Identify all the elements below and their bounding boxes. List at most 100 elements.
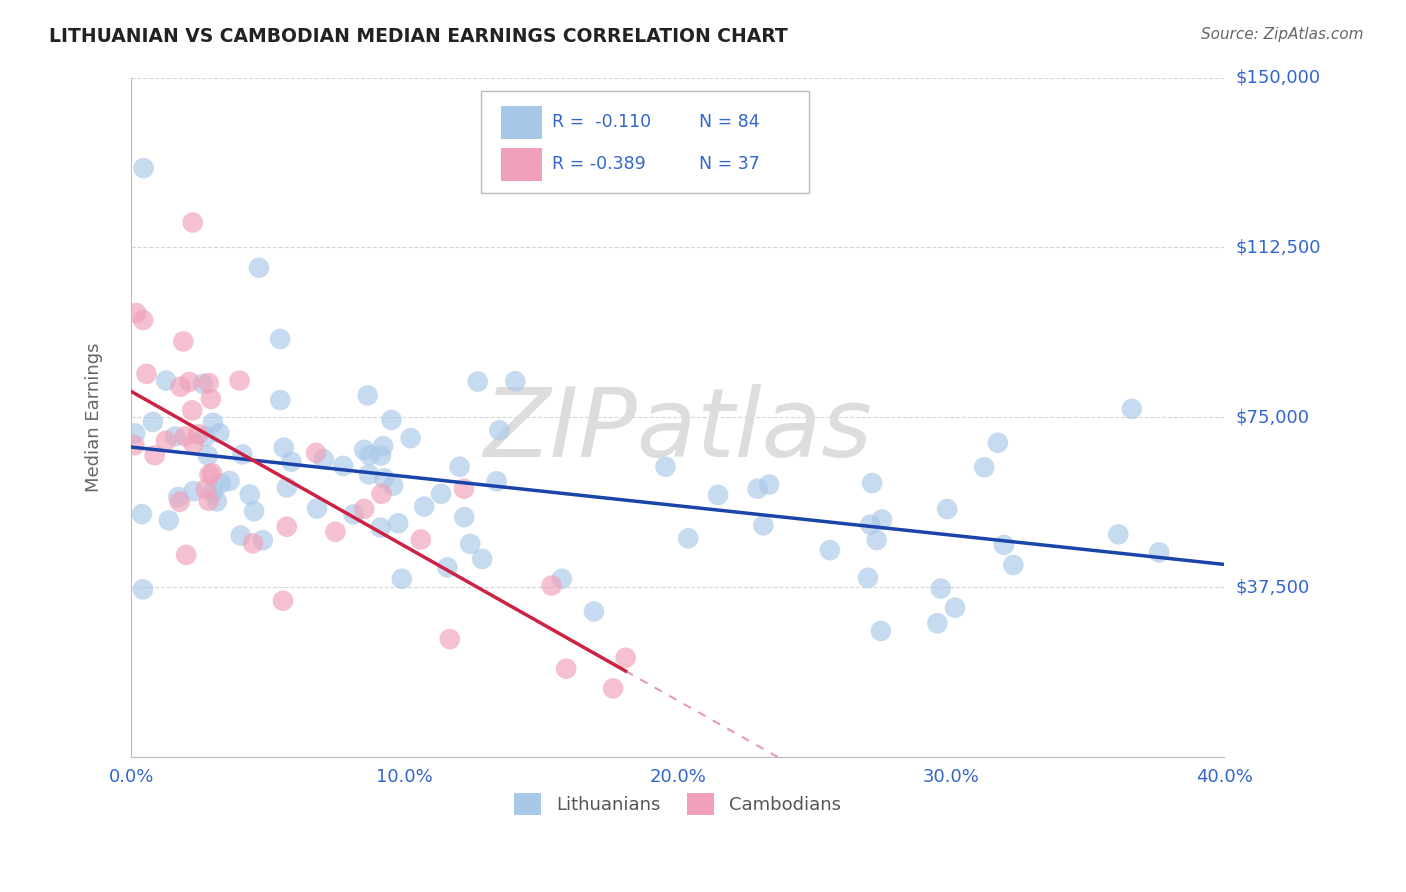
Point [252,533,274,548]
Point [179,375,201,389]
Point [218,474,240,488]
Text: R =  -0.110: R = -0.110 [553,113,651,131]
Point [582,605,605,619]
Point [198,467,221,482]
Text: ZIPatlas: ZIPatlas [484,384,872,477]
Point [201,466,224,480]
Point [987,435,1010,450]
Point [436,560,458,574]
Point [413,500,436,514]
Point [305,446,328,460]
Point [1107,527,1129,541]
Text: $75,000: $75,000 [1236,409,1309,426]
Point [243,504,266,518]
Point [239,487,262,501]
Point [936,502,959,516]
Point [380,413,402,427]
Point [387,516,409,531]
Point [353,442,375,457]
Point [870,624,893,638]
Point [312,452,335,467]
Point [973,460,995,475]
Point [676,532,699,546]
FancyBboxPatch shape [481,91,808,193]
Point [155,374,177,388]
Text: $37,500: $37,500 [1236,578,1309,596]
Point [132,313,155,327]
Point [399,431,422,445]
Point [194,482,217,496]
Point [1147,545,1170,559]
Point [370,449,392,463]
Point [202,416,225,430]
Point [228,374,250,388]
Point [167,490,190,504]
Point [271,594,294,608]
Point [458,537,481,551]
Point [124,438,146,452]
Text: LITHUANIAN VS CAMBODIAN MEDIAN EARNINGS CORRELATION CHART: LITHUANIAN VS CAMBODIAN MEDIAN EARNINGS … [49,27,787,45]
Text: $112,500: $112,500 [1236,238,1320,256]
Point [155,434,177,448]
Point [132,161,155,175]
Point [818,543,841,558]
Point [247,260,270,275]
Point [866,533,889,547]
Point [280,455,302,469]
Point [183,484,205,499]
Point [174,548,197,562]
Point [332,458,354,473]
Point [169,495,191,509]
Y-axis label: Median Earnings: Median Earnings [86,343,103,492]
Point [439,632,461,646]
Point [208,426,231,441]
Point [929,582,952,596]
Point [276,480,298,494]
Point [856,571,879,585]
Point [273,441,295,455]
Point [197,493,219,508]
Point [927,616,949,631]
Point [654,459,676,474]
Point [943,600,966,615]
Point [202,484,225,499]
Point [169,380,191,394]
Point [371,439,394,453]
Point [197,376,219,390]
Point [231,447,253,461]
Point [859,517,882,532]
Point [382,478,405,492]
Point [370,520,392,534]
Text: R = -0.389: R = -0.389 [553,155,645,173]
Point [373,471,395,485]
Point [870,512,893,526]
Point [197,449,219,463]
Point [131,507,153,521]
Point [200,392,222,406]
Point [172,334,194,349]
Point [747,482,769,496]
Point [269,332,291,346]
Point [453,510,475,524]
Point [209,476,232,491]
Point [165,429,187,443]
Point [325,524,347,539]
Point [391,572,413,586]
Point [132,582,155,597]
Point [707,488,730,502]
Point [488,423,510,437]
Point [183,437,205,451]
Point [752,518,775,533]
Point [181,215,204,229]
Point [205,494,228,508]
Point [124,426,146,441]
Point [1002,558,1025,572]
Point [1121,401,1143,416]
Point [467,375,489,389]
Point [157,513,180,527]
Point [540,578,562,592]
Point [194,430,217,444]
Point [353,501,375,516]
Point [276,519,298,533]
Point [357,467,380,482]
